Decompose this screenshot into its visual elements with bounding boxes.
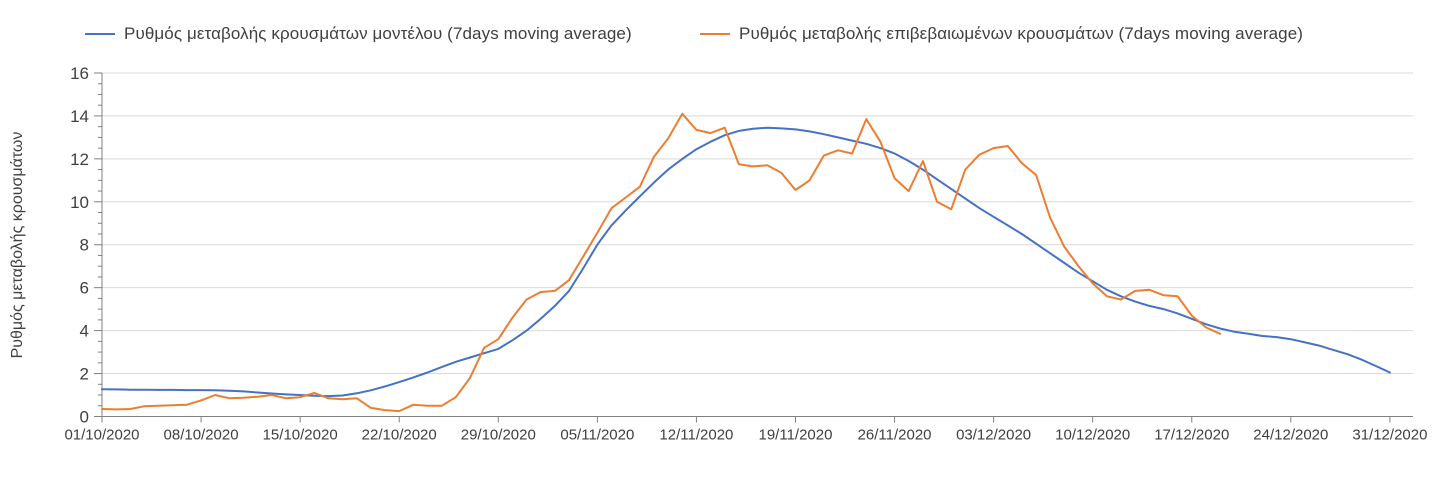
x-axis-tick-label: 31/12/2020: [1352, 427, 1427, 444]
y-axis-tick-label: 6: [80, 279, 89, 298]
confirmed-line-swatch-icon: [700, 33, 730, 35]
x-axis-tick-label: 22/10/2020: [362, 427, 437, 444]
y-axis-tick-label: 16: [70, 64, 89, 83]
gridlines: [102, 72, 1413, 375]
y-axis-tick-label: 8: [80, 236, 89, 255]
y-axis-tick-label: 12: [70, 150, 89, 169]
legend-item-confirmed: Ρυθμός μεταβολής επιβεβαιωμένων κρουσμάτ…: [700, 24, 1303, 44]
y-axis-title: Ρυθμός μεταβολής κρουσμάτων: [9, 132, 26, 359]
series-line-model: [101, 126, 1391, 398]
x-axis-tick-label: 15/10/2020: [263, 427, 338, 444]
x-axis-tick-label: 10/12/2020: [1055, 427, 1130, 444]
x-axis-tick-label: 17/12/2020: [1154, 427, 1229, 444]
y-axis-tick-label: 0: [80, 408, 89, 427]
y-axis-tick-label: 2: [80, 365, 89, 384]
x-axis-tick-label: 24/12/2020: [1253, 427, 1328, 444]
legend-label-model: Ρυθμός μεταβολής κρουσμάτων μοντέλου (7d…: [124, 24, 632, 43]
axes: [94, 72, 1413, 423]
legend-item-model: Ρυθμός μεταβολής κρουσμάτων μοντέλου (7d…: [85, 24, 632, 44]
x-axis-tick-label: 05/11/2020: [560, 427, 634, 444]
x-axis-tick-label: 29/10/2020: [461, 427, 536, 444]
y-axis-tick-label: 4: [80, 322, 89, 341]
x-axis-tick-label: 12/11/2020: [659, 427, 733, 444]
series-lines: [101, 112, 1391, 413]
series-line-confirmed: [101, 112, 1222, 413]
x-axis-tick-label: 26/11/2020: [858, 427, 932, 444]
x-axis-tick-label: 08/10/2020: [164, 427, 239, 444]
model-line-swatch-icon: [85, 33, 115, 35]
y-axis-tick-label: 14: [70, 107, 89, 126]
x-axis-tick-label: 19/11/2020: [759, 427, 833, 444]
axis-labels: 0 2 4 6 8 10 12 14 16 01/10/2020 08/10/2020 15/10/2…: [64, 64, 1427, 444]
y-axis-tick-label: 10: [70, 193, 89, 212]
x-axis-tick-label: 03/12/2020: [956, 427, 1031, 444]
x-axis-tick-label: 01/10/2020: [64, 427, 139, 444]
legend-label-confirmed: Ρυθμός μεταβολής επιβεβαιωμένων κρουσμάτ…: [739, 24, 1304, 43]
